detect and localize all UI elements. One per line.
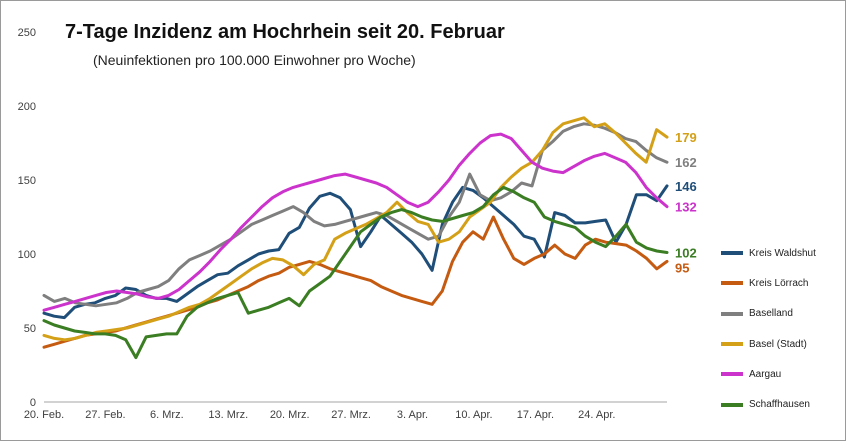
legend-item: Baselland [721,299,839,329]
y-tick-label: 50 [24,323,36,335]
chart-subtitle: (Neuinfektionen pro 100.000 Einwohner pr… [93,52,416,68]
x-tick-label: 20. Feb. [24,409,64,421]
x-tick-label: 27. Mrz. [331,409,371,421]
legend-label: Schaffhausen [749,399,810,411]
chart-legend: Kreis Waldshut Kreis Lörrach Baselland Base… [721,238,839,420]
y-tick-label: 200 [18,101,36,113]
x-tick-label: 27. Feb. [85,409,125,421]
legend-label: Basel (Stadt) [749,338,807,350]
legend-swatch [721,402,743,407]
end-value-label: 146 [675,179,697,194]
end-value-label: 95 [675,261,689,276]
y-tick-label: 0 [30,397,36,409]
x-tick-label: 20. Mrz. [270,409,310,421]
legend-swatch [721,311,743,316]
y-tick-label: 250 [18,27,36,39]
legend-item: Basel (Stadt) [721,329,839,359]
series-line-0 [42,184,669,320]
end-value-label: 162 [675,155,697,170]
end-value-label: 102 [675,246,697,261]
series-line-3 [42,116,669,342]
series-line-4 [42,132,669,312]
y-tick-label: 100 [18,249,36,261]
legend-label: Aargau [749,368,782,380]
series-lines [42,116,669,360]
x-tick-label: 6. Mrz. [150,409,184,421]
series-line-2 [42,122,669,308]
legend-swatch [721,251,743,256]
legend-label: Kreis Waldshut [749,247,816,259]
end-value-label: 179 [675,130,697,145]
series-line-1 [42,215,669,349]
legend-label: Kreis Lörrach [749,277,809,289]
legend-item: Kreis Waldshut [721,238,839,268]
x-tick-label: 24. Apr. [578,409,615,421]
legend-swatch [721,281,743,286]
x-axis: 20. Feb. 27. Feb. 6. Mrz. 13. Mrz. 20. Mrz. 2… [24,401,667,421]
y-tick-label: 150 [18,175,36,187]
legend-swatch [721,342,743,347]
legend-label: Baselland [749,308,793,320]
legend-item: Aargau [721,359,839,389]
x-tick-label: 13. Mrz. [208,409,248,421]
end-value-label: 132 [675,200,697,215]
chart-title: 7-Tage Inzidenz am Hochrhein seit 20. Fe… [65,21,505,43]
x-tick-label: 17. Apr. [517,409,554,421]
legend-item: Schaffhausen [721,389,839,419]
y-axis: 0 50 100 150 200 250 [18,27,36,409]
x-tick-label: 3. Apr. [397,409,428,421]
legend-swatch [721,372,743,377]
series-line-5 [42,185,669,360]
legend-item: Kreis Lörrach [721,268,839,298]
x-tick-label: 10. Apr. [455,409,492,421]
